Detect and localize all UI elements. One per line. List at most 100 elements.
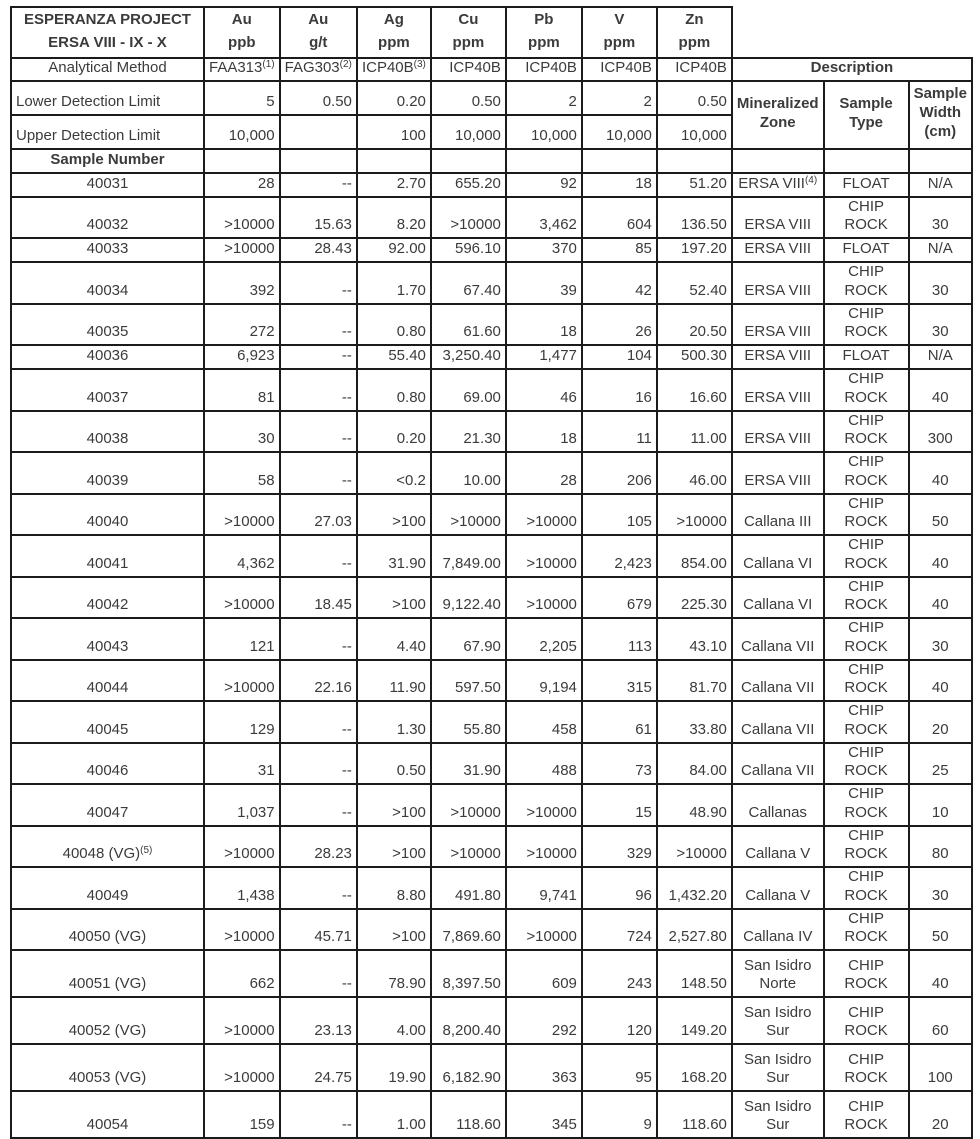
- cell-value: 67.40: [463, 281, 501, 299]
- cell-zone: Callana III: [730, 492, 825, 536]
- upper-detection-value: [278, 113, 358, 150]
- cell-zn: 43.10: [655, 617, 733, 661]
- cell-zn: 52.40: [655, 261, 733, 305]
- cell-au-gt: 18.45: [278, 575, 358, 619]
- cell-zone: ERSA VIII: [730, 195, 825, 239]
- cell-value: 30: [931, 323, 949, 341]
- cell-value: CHIP ROCK: [844, 1050, 888, 1087]
- cell-value: 92: [560, 174, 577, 192]
- cell-zone: Callana VII: [730, 700, 825, 744]
- sample-row: 40040 >10000 27.03 >100 >10000 >10000 105 >1000…: [10, 492, 973, 536]
- cell-au-ppb: 30: [203, 409, 281, 453]
- cell-value: N/A: [927, 174, 953, 192]
- blank-corner: [732, 7, 972, 58]
- cell-value: 16: [635, 388, 652, 406]
- cell-au-gt: --: [278, 451, 358, 495]
- cell-value: Callanas: [748, 803, 807, 821]
- cell-au-ppb: >10000: [203, 237, 281, 263]
- cell-au-gt: 23.13: [278, 996, 358, 1045]
- cell-value: >10000: [450, 216, 501, 234]
- cell-value: 11: [636, 430, 652, 448]
- cell-value: 55.80: [463, 720, 501, 738]
- empty-cell: [278, 147, 358, 174]
- upper-detection-value: 10,000: [504, 113, 583, 150]
- cell-pb: 3,462: [504, 195, 583, 239]
- cell-type: FLOAT: [822, 344, 910, 370]
- cell-value: 4.00: [396, 1022, 426, 1040]
- cell-value: 40043: [86, 637, 129, 655]
- cell-value: >10000: [526, 803, 577, 821]
- cell-au-ppb: 81: [203, 368, 281, 412]
- cell-value: FLOAT: [842, 174, 890, 192]
- cell-au-ppb: 662: [203, 949, 281, 998]
- cell-pb: 46: [504, 368, 583, 412]
- cell-value: >10000: [224, 845, 275, 863]
- cell-pb: 345: [504, 1090, 583, 1139]
- cell-type: CHIP ROCK: [822, 534, 910, 578]
- cell-width: 10: [907, 783, 973, 827]
- cell-value: 28: [257, 174, 275, 192]
- sample-row: 40049 1,438 -- 8.80 491.80 9,741 96 1,432.20 Cal…: [10, 866, 973, 910]
- cell-au-gt: 15.63: [278, 195, 358, 239]
- cell-zone: ERSA VIII: [730, 409, 825, 453]
- cell-value: 197.20: [681, 240, 727, 258]
- cell-cu: 10.00: [429, 451, 507, 495]
- sample-row: 40054 159 -- 1.00 118.60 345 9 118.60 San Isidro…: [10, 1090, 973, 1139]
- cell-id: 40031: [10, 171, 205, 198]
- cell-value: 100: [927, 1069, 953, 1087]
- cell-value: 120: [626, 1022, 652, 1040]
- description-header: Description: [730, 56, 973, 82]
- cell-value: 18: [560, 430, 577, 448]
- cell-value: 6,923: [237, 347, 275, 365]
- col-header-pb: Pb ppm: [504, 6, 583, 59]
- cell-zone: Callana VII: [730, 741, 825, 785]
- cell-value: 55.40: [388, 347, 426, 365]
- cell-pb: >10000: [504, 824, 583, 868]
- cell-v: 724: [580, 907, 658, 951]
- cell-zone: San Isidro Norte: [730, 949, 825, 998]
- cell-au-ppb: 4,362: [203, 534, 281, 578]
- cell-value: 4.40: [396, 637, 426, 655]
- cell-value: >10000: [224, 596, 275, 614]
- cell-v: 120: [580, 996, 658, 1045]
- cell-zn: 500.30: [655, 344, 733, 370]
- cell-ag: 0.80: [355, 302, 432, 346]
- title-line2: ERSA VIII - IX - X: [48, 34, 167, 52]
- cell-id: 40051 (VG): [10, 949, 205, 998]
- method-name: FAG303: [284, 58, 340, 76]
- cell-zn: 148.50: [655, 949, 733, 998]
- cell-ag: 19.90: [355, 1043, 432, 1092]
- element-unit: g/t: [309, 34, 328, 52]
- cell-width: 40: [907, 534, 973, 578]
- cell-value: 43.10: [689, 637, 727, 655]
- cell-value: San Isidro Sur: [743, 1050, 812, 1087]
- cell-ag: >100: [355, 575, 432, 619]
- cell-cu: 69.00: [429, 368, 507, 412]
- cell-value: 40: [931, 679, 949, 697]
- cell-ag: 1.30: [355, 700, 432, 744]
- cell-id: 40053 (VG): [10, 1043, 205, 1092]
- cell-cu: 3,250.40: [429, 344, 507, 370]
- cell-pb: 18: [504, 409, 583, 453]
- cell-v: 104: [580, 344, 658, 370]
- cell-zone: ERSA VIII: [730, 237, 825, 263]
- cell-v: 73: [580, 741, 658, 785]
- cell-value: 500.30: [681, 347, 727, 365]
- cell-v: 42: [580, 261, 658, 305]
- cell-value: 31.90: [388, 554, 426, 572]
- cell-value: 854.00: [681, 554, 727, 572]
- cell-id: 40046: [10, 741, 205, 785]
- cell-value: 272: [249, 323, 275, 341]
- sample-number-row: Sample Number: [10, 147, 973, 174]
- cell-zn: 168.20: [655, 1043, 733, 1092]
- cell-value: 225.30: [681, 596, 727, 614]
- cell-value: ERSA VIII: [744, 281, 812, 299]
- cell-v: 11: [580, 409, 658, 453]
- cell-width: 80: [907, 824, 973, 868]
- sample-row: 40032 >10000 15.63 8.20 >10000 3,462 604 136.50…: [10, 195, 973, 239]
- cell-v: 9: [580, 1090, 658, 1139]
- cell-au-ppb: >10000: [203, 658, 281, 702]
- cell-value: ERSA VIII: [738, 174, 805, 192]
- cell-type: CHIP ROCK: [822, 824, 910, 868]
